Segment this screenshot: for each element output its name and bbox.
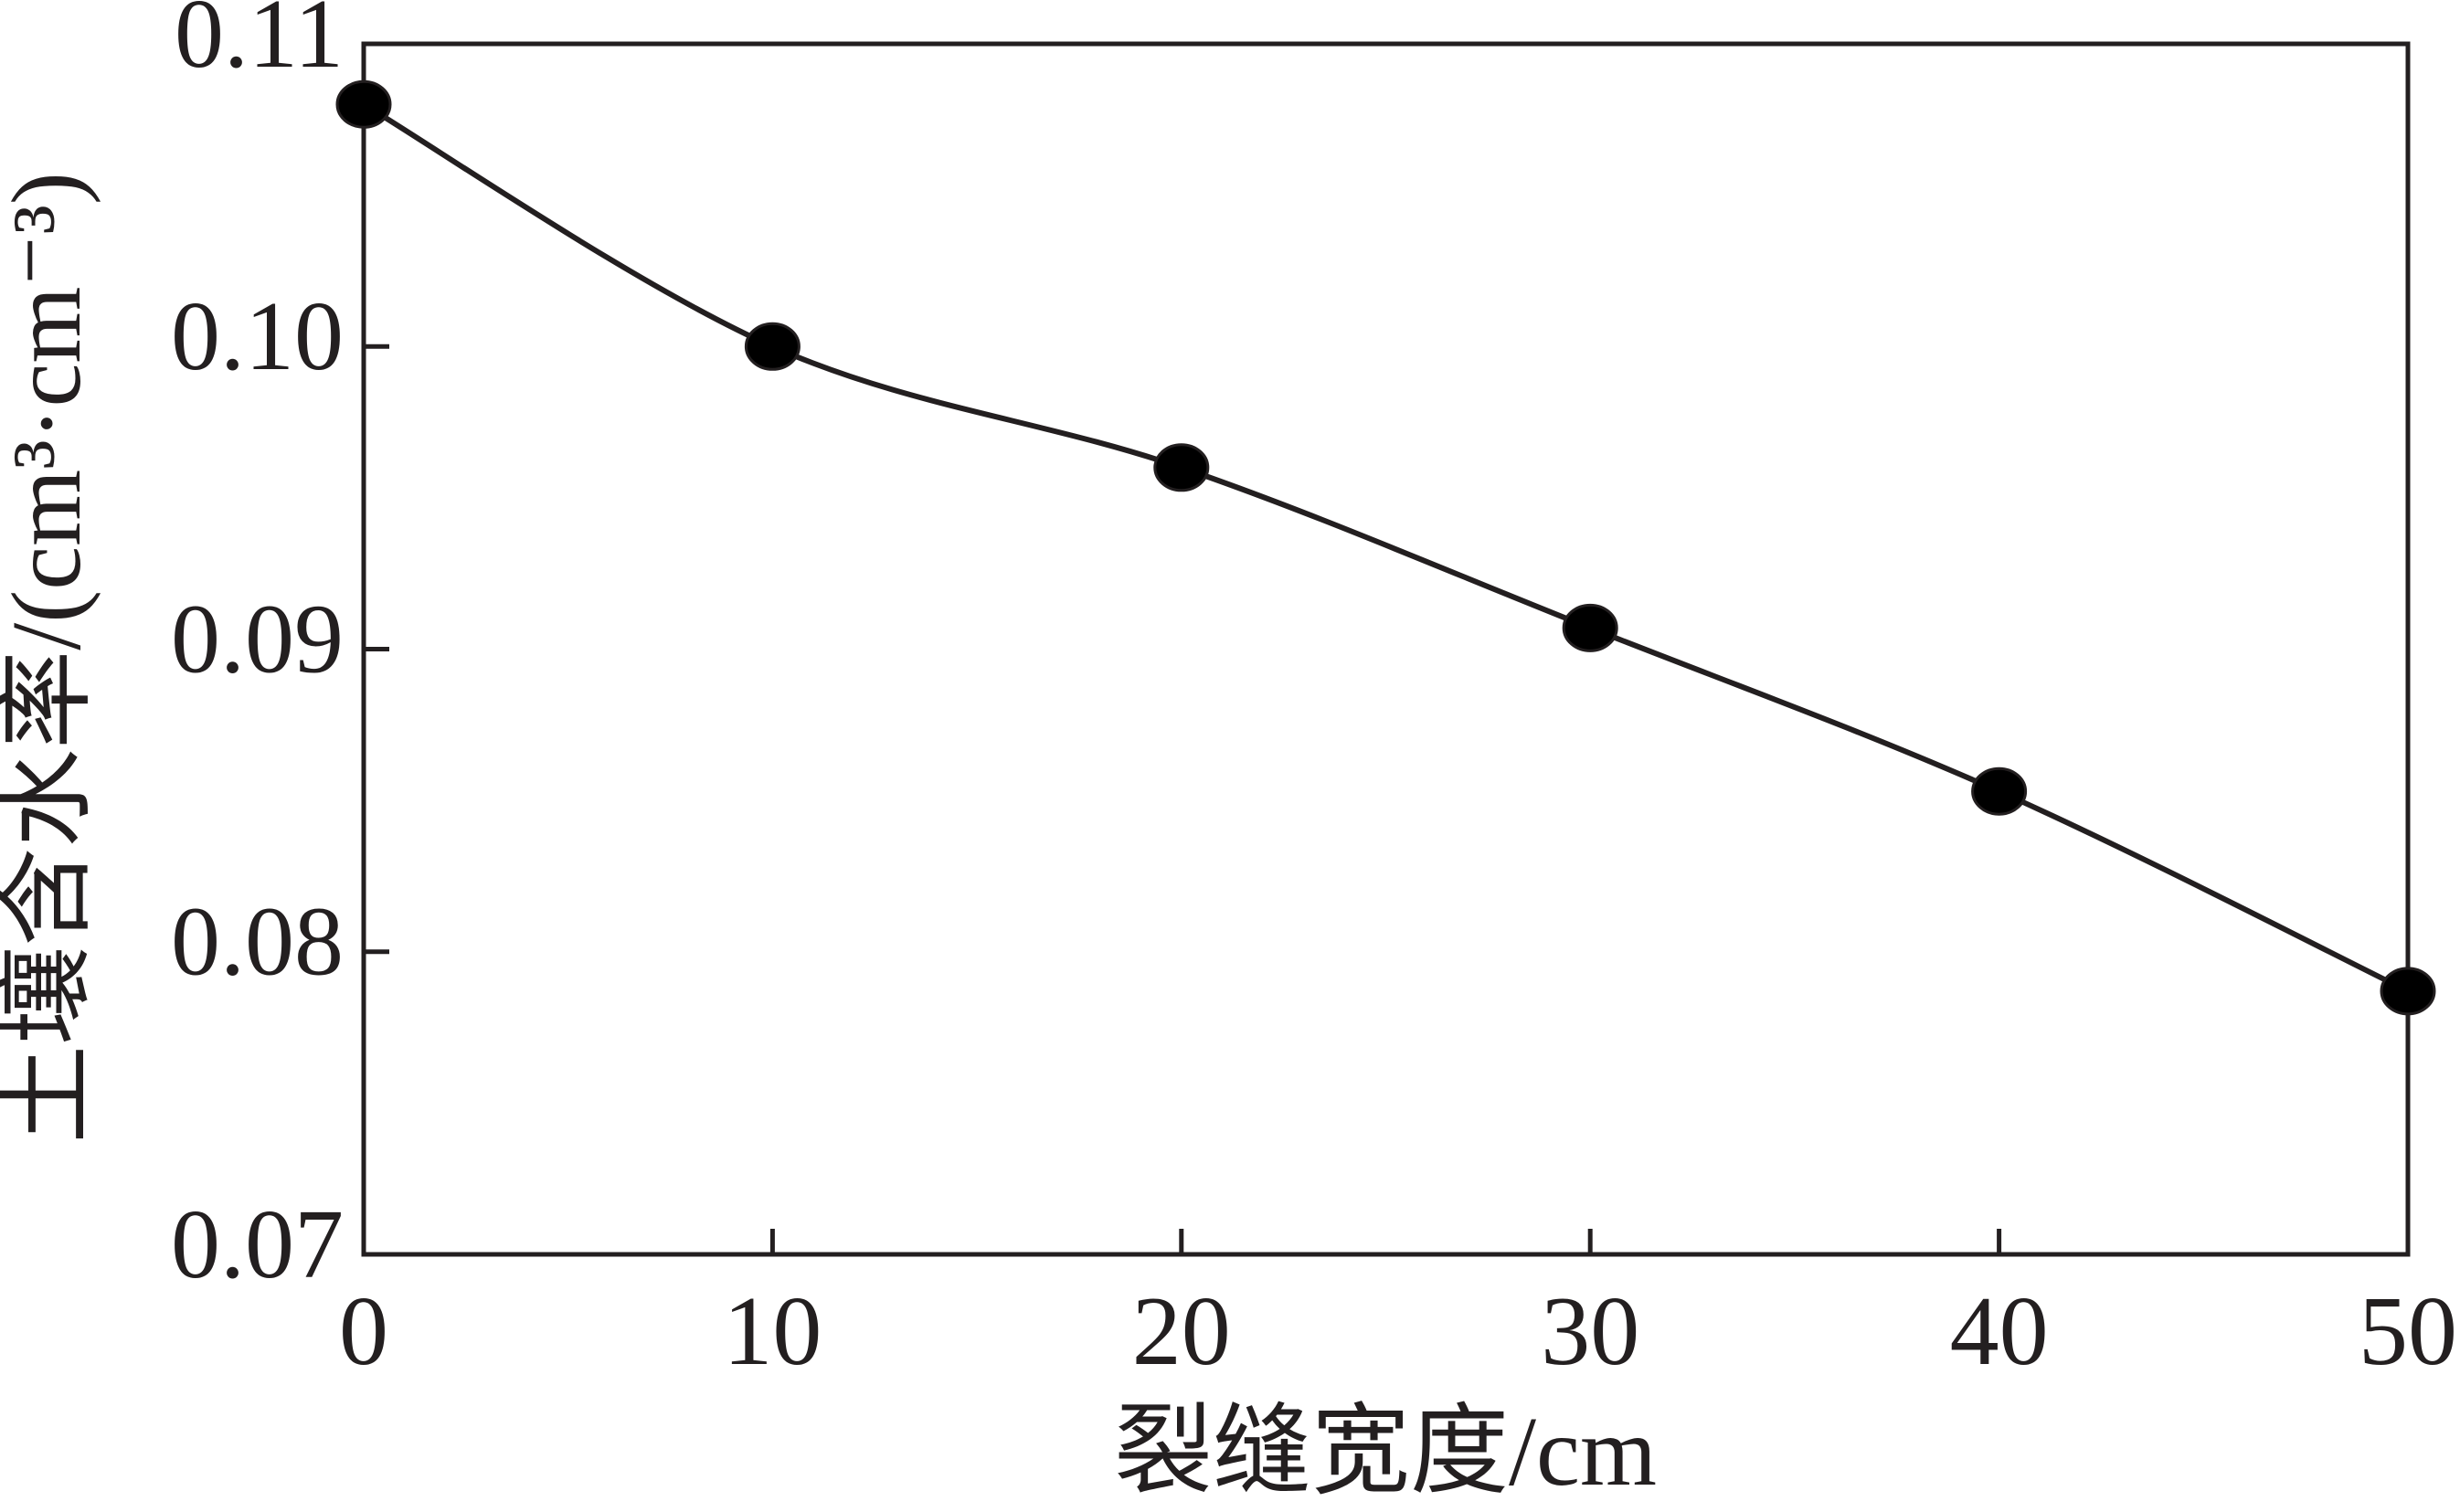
line — [362, 101, 2410, 994]
marker — [1153, 443, 1210, 492]
y-axis-label: 土壤含水率/(cm³·cm⁻³) — [0, 172, 101, 1144]
marker — [1562, 603, 1618, 652]
y-tick-label: 0.07 — [171, 1190, 344, 1299]
y-tick-label: 0.11 — [175, 0, 344, 89]
x-tick-label: 10 — [723, 1277, 822, 1386]
plot-frame — [361, 41, 2411, 1257]
x-tick-label: 0 — [339, 1277, 388, 1386]
marker — [2380, 967, 2436, 1016]
y-tick-label: 0.08 — [171, 888, 344, 997]
x-tick-label: 30 — [1541, 1277, 1639, 1386]
x-tick-label: 40 — [1950, 1277, 2049, 1386]
x-tick-label: 50 — [2359, 1277, 2457, 1386]
y-tick-label: 0.09 — [171, 585, 344, 693]
marker — [744, 322, 801, 371]
x-tick-label: 20 — [1132, 1277, 1231, 1386]
marker — [335, 79, 392, 129]
x-axis-label: 裂缝宽度/cm — [1114, 1398, 1657, 1507]
marker — [1971, 767, 2028, 816]
y-tick-label: 0.10 — [171, 282, 344, 391]
